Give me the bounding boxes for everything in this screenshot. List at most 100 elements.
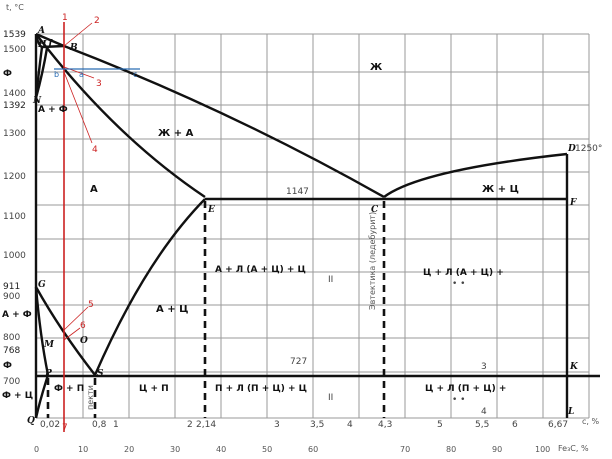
x-carbon-tick: 3,5 xyxy=(310,420,324,430)
peritectic-line-hjb xyxy=(41,44,65,49)
red-marker-label: 1 xyxy=(62,13,68,23)
region-austenite: А xyxy=(90,184,98,195)
x-carbon-tick: 1 xyxy=(113,420,119,430)
black-number-label: 3 xyxy=(481,362,487,372)
blue-marker-label: a xyxy=(79,70,84,79)
point-q: Q xyxy=(27,416,35,426)
point-h: H xyxy=(37,40,47,50)
region-hypereutectic-high: Ц + Л (А + Ц) + xyxy=(423,268,504,278)
acm-line-es xyxy=(93,198,206,376)
x-percent-tick: 100 xyxy=(535,445,550,454)
red-marker-label: 2 xyxy=(94,16,100,26)
x-carbon-tick: 6 xyxy=(512,420,518,430)
region-labels: Ж Ж + А Ж + Ц А А + Ф А + Ф Ф Ф Ф + Ц А … xyxy=(2,62,519,410)
point-s: S xyxy=(97,369,104,379)
y-tick: 768 xyxy=(3,346,20,356)
x-carbon-tick: 3 xyxy=(274,420,280,430)
liquidus-cd xyxy=(383,152,568,198)
region-liquid: Ж xyxy=(370,62,383,73)
y-tick: 1392 xyxy=(3,101,26,111)
subscript-dots-a: • • xyxy=(452,279,465,289)
x-axis-unit: c, % xyxy=(582,417,599,426)
region-cementite-pearlite: Ц + П xyxy=(139,384,169,394)
y-axis-ticks: 1539 1500 1400 1392 1300 1200 1100 1000 … xyxy=(3,30,26,387)
region-ferrite-pearlite: Ф + П xyxy=(54,384,84,394)
point-f: F xyxy=(569,198,577,208)
x-carbon-tick: 4,3 xyxy=(378,420,392,430)
x-carbon-tick: 0,02 xyxy=(40,420,60,430)
x-percent-tick: 70 xyxy=(400,445,410,454)
x-axis-percent-ticks: 0 10 20 30 40 50 60 70 80 90 100 xyxy=(34,445,550,454)
y-tick: 1000 xyxy=(3,251,26,261)
y-axis-unit: t, °C xyxy=(6,3,24,12)
point-labels: A B C D E F G H J K L M N O P Q S xyxy=(27,26,579,426)
point-m: M xyxy=(43,340,55,350)
region-hypoeutectic-high: А + Л (А + Ц) + Ц xyxy=(215,265,306,275)
gp-line xyxy=(34,286,50,376)
x-percent-tick: 50 xyxy=(262,445,272,454)
grid xyxy=(35,33,590,419)
y-tick: 1400 xyxy=(3,89,26,99)
x-carbon-tick: 5,5 xyxy=(475,420,489,430)
vertical-label-eutectoid: пекти xyxy=(86,385,95,410)
x-percent-tick: 90 xyxy=(492,445,502,454)
red-marker-label: 4 xyxy=(92,145,98,155)
solidus-ahje xyxy=(35,33,206,198)
y-tick: 1200 xyxy=(3,172,26,182)
x-carbon-tick: 2,14 xyxy=(196,420,216,430)
red-marker-label: 7 xyxy=(62,423,68,433)
blue-marker-label: c xyxy=(133,70,137,79)
region-hypereutectic-low: Ц + Л (П + Ц) + xyxy=(425,384,506,394)
x-percent-tick: 40 xyxy=(216,445,226,454)
x-percent-tick: 0 xyxy=(34,445,39,454)
point-k: K xyxy=(569,362,579,372)
x-percent-tick: 10 xyxy=(78,445,88,454)
region-austenite-cementite: А + Ц xyxy=(156,304,188,315)
point-j: J xyxy=(46,39,53,49)
cementite-melt-label: 1250° xyxy=(575,144,602,154)
y-tick: 900 xyxy=(3,292,20,302)
y-tick: 1500 xyxy=(3,45,26,55)
region-austenite-ferrite-low: А + Ф xyxy=(2,310,32,320)
subscript-ii-b: II xyxy=(328,393,333,403)
y-tick: 1300 xyxy=(3,129,26,139)
red-marker-line-4 xyxy=(63,71,93,144)
a3-line-gs xyxy=(34,286,96,376)
point-o: O xyxy=(80,336,88,346)
point-l: L xyxy=(567,407,574,417)
y-tick: 700 xyxy=(3,377,20,387)
point-c: C xyxy=(371,205,379,215)
y-tick: 800 xyxy=(3,333,20,343)
region-ferrite-mid: Ф xyxy=(3,361,12,371)
x-carbon-tick: 0,8 xyxy=(92,420,107,430)
red-marker-line-6 xyxy=(63,327,81,341)
region-liquid-cementite: Ж + Ц xyxy=(482,184,519,195)
x-axis-unit-secondary: Fe₃C, % xyxy=(558,444,589,453)
subscript-ii-a: II xyxy=(328,275,333,285)
x-carbon-tick: 6,67 xyxy=(548,420,568,430)
black-number-label: 4 xyxy=(481,407,487,417)
region-ferrite-top: Ф xyxy=(3,69,12,79)
dashed-verticals xyxy=(46,201,386,418)
point-n: N xyxy=(32,96,42,106)
x-carbon-tick: 4 xyxy=(347,420,353,430)
blue-tie-line: b a c xyxy=(54,68,140,79)
pq-line xyxy=(34,374,50,419)
y-tick: 1100 xyxy=(3,212,26,222)
point-e: E xyxy=(207,205,215,215)
x-carbon-tick: 2 xyxy=(187,420,193,430)
phase-lines xyxy=(34,32,600,419)
red-marker-line-5 xyxy=(63,306,89,331)
x-percent-tick: 20 xyxy=(124,445,134,454)
point-g: G xyxy=(38,280,46,290)
x-axis-carbon-ticks: 0,02 0,8 1 2 2,14 3 3,5 4 4,3 5 5,5 6 6,… xyxy=(40,420,568,430)
point-d: D xyxy=(567,144,576,154)
eutectic-temp-label: 1147 xyxy=(286,187,309,197)
vertical-label-eutectic: Эвтектика (ледебурит) xyxy=(368,212,377,310)
region-liquid-austenite: Ж + А xyxy=(158,128,194,139)
region-hypoeutectic-low: П + Л (П + Ц) + Ц xyxy=(215,384,307,394)
x-percent-tick: 60 xyxy=(308,445,318,454)
point-b: B xyxy=(69,43,78,53)
subscript-dots-b: • • xyxy=(452,395,465,405)
